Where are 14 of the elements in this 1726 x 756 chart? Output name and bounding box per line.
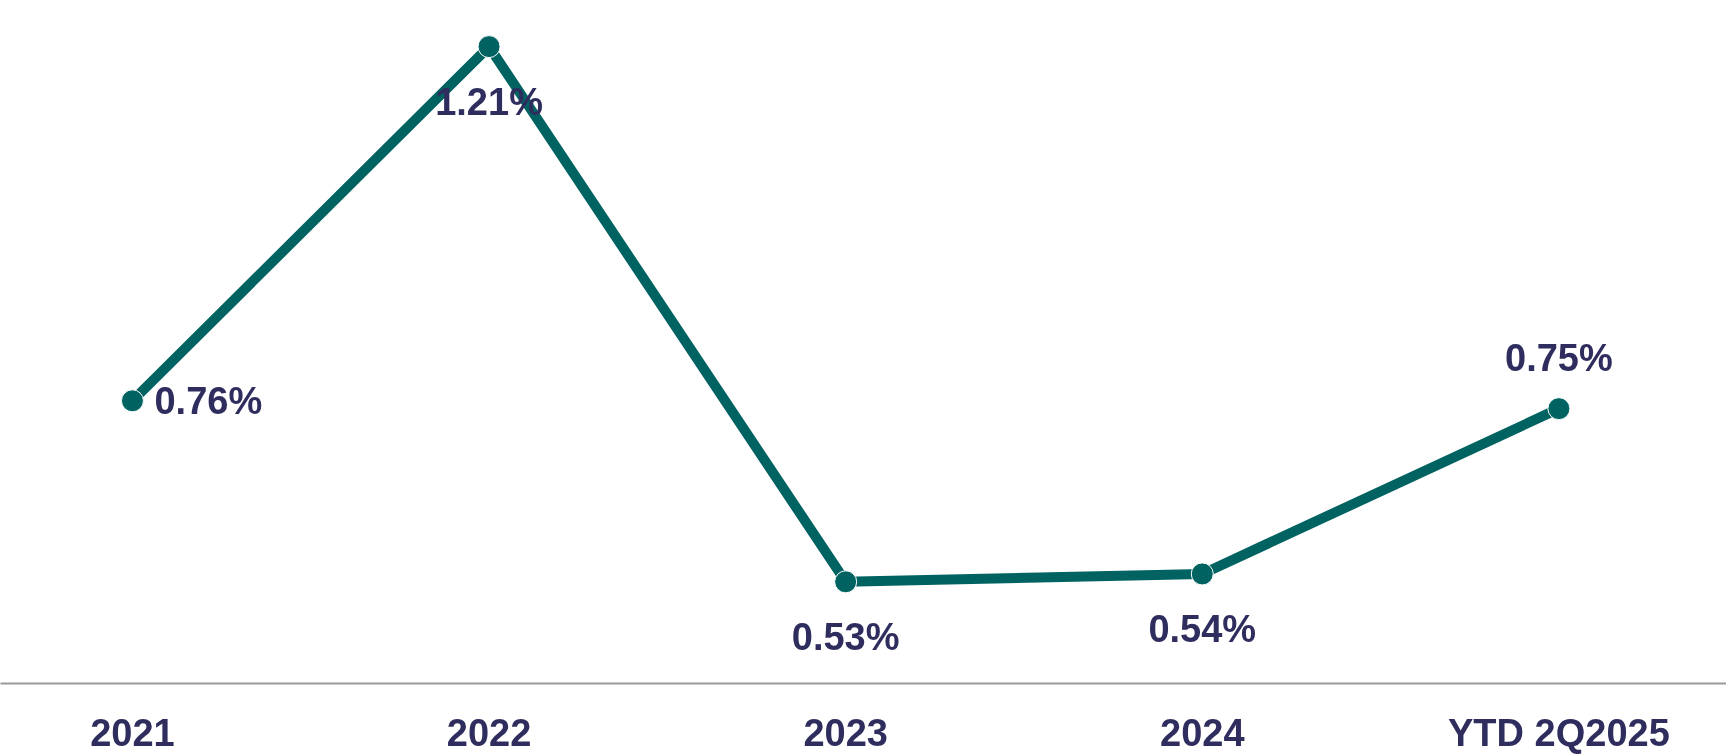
- data-label: 0.75%: [1505, 336, 1613, 379]
- x-tick-label: 2024: [1160, 711, 1245, 754]
- x-tick-label: 2022: [446, 711, 532, 754]
- data-label: 0.54%: [1148, 607, 1257, 650]
- point: [120, 389, 144, 413]
- x-tick-label: YTD 2Q2025: [1448, 711, 1670, 754]
- x-tick-label: 2023: [803, 711, 888, 754]
- x-tick-label: 2021: [90, 711, 175, 754]
- point: [1190, 562, 1214, 586]
- point: [477, 35, 501, 59]
- point: [1547, 397, 1571, 421]
- data-label: 0.76%: [154, 379, 263, 422]
- point: [834, 570, 858, 594]
- data-label: 0.53%: [791, 615, 900, 658]
